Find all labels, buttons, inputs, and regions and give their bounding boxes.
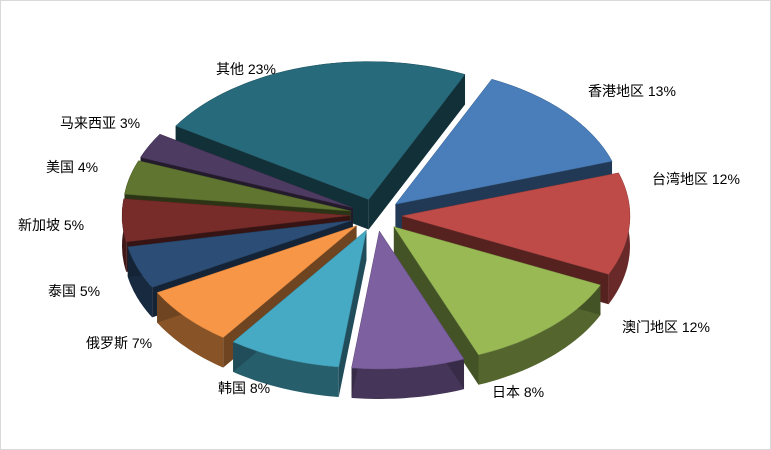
slice-label-3: 澳门地区 12% (622, 319, 710, 335)
slice-label-8: 新加坡 5% (18, 217, 84, 233)
slice-label-2: 台湾地区 12% (652, 171, 740, 187)
slice-label-5: 韩国 8% (218, 380, 270, 396)
pie-slice-4 (351, 230, 465, 399)
slice-label-1: 香港地区 13% (588, 83, 676, 99)
pie-labels: 香港地区 13% 台湾地区 12% 澳门地区 12% 日本 8% 韩国 8% 俄罗斯 7%… (18, 61, 740, 400)
slice-label-9: 美国 4% (46, 159, 98, 175)
pie-slices (121, 61, 631, 399)
slice-label-10: 马来西亚 3% (60, 115, 140, 131)
slice-label-4: 日本 8% (492, 384, 544, 400)
slice-label-6: 俄罗斯 7% (86, 335, 152, 351)
slice-label-11: 其他 23% (216, 61, 276, 77)
pie-slice-5 (232, 229, 367, 397)
slice-label-7: 泰国 5% (48, 283, 100, 299)
pie-slice-3 (393, 226, 601, 385)
